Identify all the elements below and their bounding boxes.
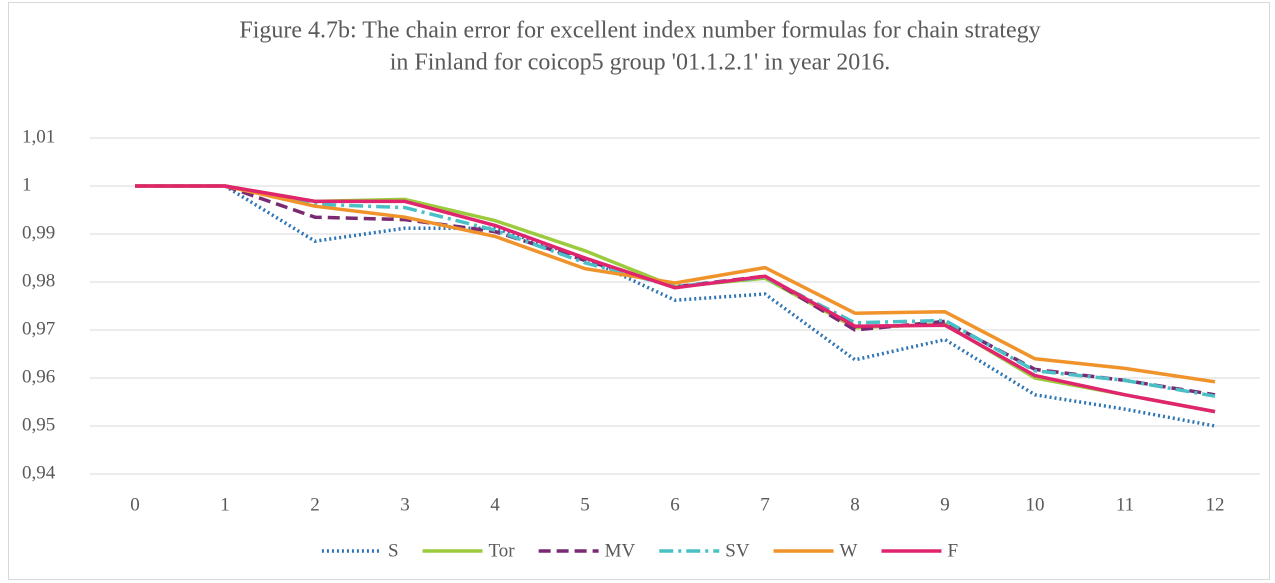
x-tick-label: 5 [580, 494, 590, 515]
data-line [135, 184, 1216, 428]
x-tick-label: 9 [940, 494, 950, 515]
legend-label: W [840, 540, 858, 561]
x-tick-label: 4 [490, 494, 500, 515]
y-tick-label: 1 [22, 174, 32, 195]
x-tick-label: 10 [1026, 494, 1045, 515]
x-tick-label: 12 [1206, 494, 1225, 515]
data-line [135, 184, 1216, 384]
y-tick-label: 0,97 [22, 318, 55, 339]
y-tick-label: 0,98 [22, 270, 55, 291]
data-line [135, 184, 1216, 414]
x-tick-label: 0 [130, 494, 140, 515]
chart-title: Figure 4.7b: The chain error for excelle… [239, 18, 1040, 44]
x-tick-label: 8 [850, 494, 860, 515]
legend-label: Tor [489, 540, 516, 561]
x-tick-label: 7 [760, 494, 770, 515]
x-tick-label: 1 [220, 494, 230, 515]
legend-label: MV [605, 540, 636, 561]
x-tick-label: 11 [1116, 494, 1134, 515]
y-tick-label: 0,96 [22, 366, 55, 387]
y-tick-label: 1,01 [22, 126, 55, 147]
y-tick-label: 0,95 [22, 414, 55, 435]
chart-title: in Finland for coicop5 group '01.1.2.1' … [390, 50, 891, 76]
x-tick-label: 3 [400, 494, 410, 515]
y-tick-label: 0,94 [22, 462, 56, 483]
legend-label: S [388, 540, 399, 561]
chart-border [8, 2, 1270, 580]
legend-label: F [947, 540, 958, 561]
legend-label: SV [725, 540, 750, 561]
x-tick-label: 2 [310, 494, 320, 515]
x-tick-label: 6 [670, 494, 680, 515]
y-tick-label: 0,99 [22, 222, 55, 243]
